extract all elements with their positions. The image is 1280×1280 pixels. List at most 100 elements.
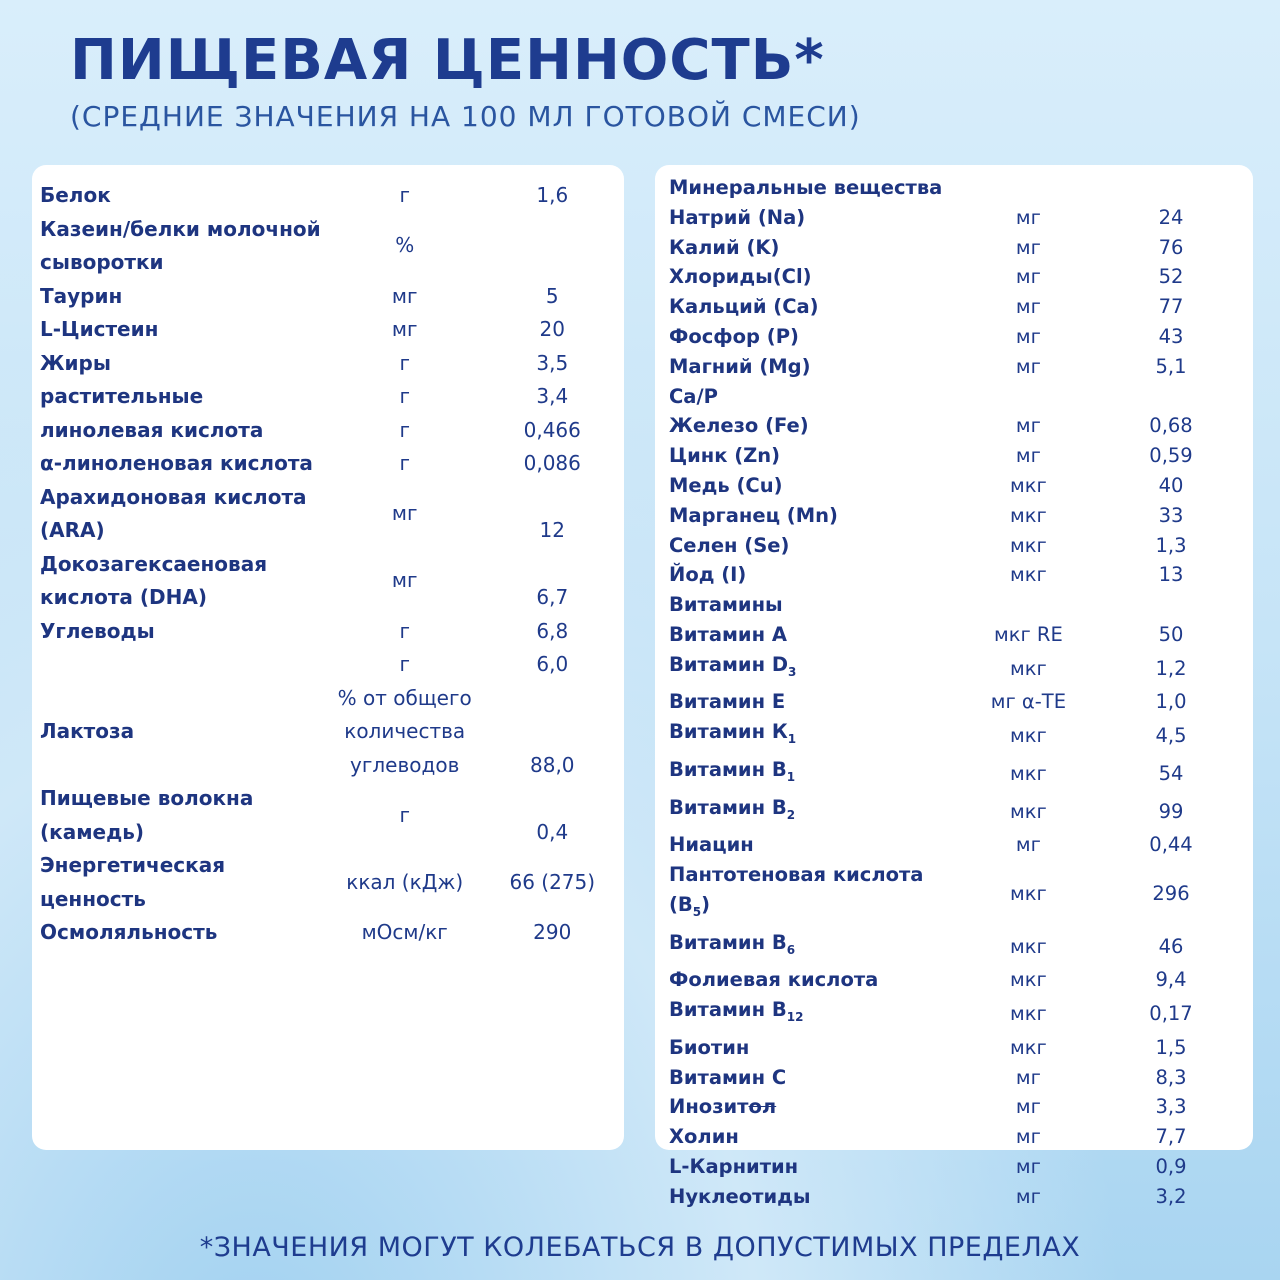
nutrient-name: Казеин/белки молочной сыворотки [40,216,321,275]
nutrient-name: Ca/P [669,382,968,412]
nutrient-value: 3,5 [536,350,569,375]
nutrient-value: 0,68 [1149,414,1193,438]
subscript: 2 [786,807,796,822]
nutrient-name-text: Железо (Fe) [669,414,809,438]
nutrient-row: Цинк (Zn) мг 0,59 [669,441,1253,471]
nutrient-unit: ккал (кДж) [346,869,464,894]
nutrient-name-text: Ниацин [669,833,754,857]
nutrient-name: Докозагексаеновая кислота (DHA) [40,551,268,610]
struck-text: ол [748,1095,777,1119]
nutrient-unit: мг [1015,1154,1041,1178]
nutrient-value: 7,7 [1155,1125,1187,1149]
nutrient-row: Магний (Mg) мг 5,1 [669,352,1253,382]
nutrient-unit: мг [1015,1095,1041,1119]
nutrient-name: Витамин B2 [669,793,968,831]
nutrient-value: 1,6 [536,183,569,207]
nutrient-name: Лактоза [40,719,135,743]
nutrient-unit: г [399,417,410,442]
nutrient-value [1089,590,1253,620]
nutrient-unit: мкг [1010,934,1047,958]
nutrient-value: 88,0 [530,752,575,777]
subscript: 5 [692,904,702,919]
nutrient-value: 1,5 [1155,1035,1187,1059]
nutrient-row: Белок г 1,6 [40,179,624,213]
nutrient-value: 5,1 [1155,354,1187,378]
nutrient-name: L-Цистеин [40,317,159,341]
nutrient-name: Фосфор (P) [669,322,968,352]
nutrient-row: Витамины [669,590,1253,620]
nutrient-row: Витамин B1 мкг 54 [669,755,1253,793]
nutrient-unit: мкг [1010,503,1047,527]
nutrient-name-text: Витамин С [669,1065,787,1089]
nutrient-row: Лактоза % от общего количества углеводов 8… [40,682,624,783]
nutrient-name-text: Селен (Se) [669,533,790,557]
nutrient-value: 76 [1158,235,1184,259]
nutrient-value: 0,086 [523,451,581,475]
nutrient-value: 50 [1158,622,1184,646]
nutrient-unit: мг [391,568,418,593]
nutrient-row: Казеин/белки молочной сыворотки% [40,213,624,280]
nutrient-value: 54 [1158,761,1184,785]
nutrient-name-text: Нуклеотиды [669,1184,811,1208]
nutrient-unit: г [399,652,410,676]
nutrient-row: Ниацин мг 0,44 [669,830,1253,860]
nutrient-name: линолевая кислота [40,417,264,442]
nutrient-row: Ca/P [669,382,1253,412]
nutrient-unit: г [399,618,410,643]
nutrient-row: Кальций (Ca) мг 77 [669,292,1253,322]
nutrient-name: Витамин К1 [669,717,968,755]
nutrient-unit: мг α-TE [990,690,1067,714]
nutrient-name: Осмоляльность [40,920,218,944]
nutrient-name: Магний (Mg) [669,352,968,382]
nutrient-unit [968,590,1089,620]
nutrient-row: Хлориды(Cl) мг 52 [669,262,1253,292]
nutrient-name-text: Кальций (Ca) [669,295,819,319]
nutrient-value: 1,3 [1155,533,1187,557]
nutrient-unit: мкг RE [993,622,1063,646]
nutrient-unit [968,382,1089,412]
nutrient-row: г 6,0 [40,648,624,682]
nutrient-unit: г [399,451,410,475]
nutrient-name-text: Витамин D [669,652,789,676]
nutrient-name-text: Витамин B [669,998,787,1022]
nutrient-name: Селен (Se) [669,531,968,561]
nutrient-value: 0,59 [1149,444,1193,468]
nutrient-name: Йод (I) [669,560,968,590]
nutrient-unit: мг [1015,1184,1041,1208]
nutrient-name: Пищевые волокна (камедь) [40,786,254,844]
nutrient-row: Фосфор (P) мг 43 [669,322,1253,352]
nutrient-name: Цинк (Zn) [669,441,968,471]
nutrient-name: Инозитол [669,1092,968,1122]
subscript: 12 [786,1009,804,1024]
nutrient-name: Жиры [40,350,111,375]
nutrient-value [1089,173,1253,203]
nutrient-name: Витамин С [669,1063,968,1093]
nutrient-row: Витамин B12 мкг 0,17 [669,995,1253,1033]
nutrient-row: Калий (K) мг 76 [669,233,1253,263]
nutrient-row: Минеральные вещества [669,173,1253,203]
nutrient-name: Медь (Cu) [669,471,968,501]
nutrient-row: Инозитол мг 3,3 [669,1092,1253,1122]
nutrient-unit: мкг [1010,656,1047,680]
nutrient-unit: мкг [1010,881,1047,905]
nutrient-value: 12 [539,518,565,542]
nutrient-row: Йод (I) мкг 13 [669,560,1253,590]
nutrient-name: Биотин [669,1033,968,1063]
nutrient-name-text: Витамин B [669,795,787,819]
nutrient-row: Таурин мг 5 [40,280,624,314]
nutrient-value: 77 [1158,295,1184,319]
nutrient-name: Кальций (Ca) [669,292,968,322]
nutrient-value: 43 [1158,324,1184,348]
nutrient-name: α-линоленовая кислота [40,451,313,475]
nutrient-name-text: Калий (K) [669,235,780,259]
nutrient-row: Витамин D3 мкг 1,2 [669,650,1253,688]
nutrient-unit: г [399,183,410,207]
nutrient-row: Железо (Fe) мг 0,68 [669,411,1253,441]
nutrient-name-text: Ca/P [669,384,718,408]
nutrient-unit: мг [1015,295,1041,319]
nutrient-row: Витамин B2 мкг 99 [669,793,1253,831]
nutrient-name: Витамин D3 [669,650,968,688]
nutrient-name: Витамины [669,590,968,620]
nutrition-panel-left: Белок г 1,6 Казеин/белки молочной сыворотки… [32,165,624,1150]
nutrient-unit: мг [391,317,418,341]
